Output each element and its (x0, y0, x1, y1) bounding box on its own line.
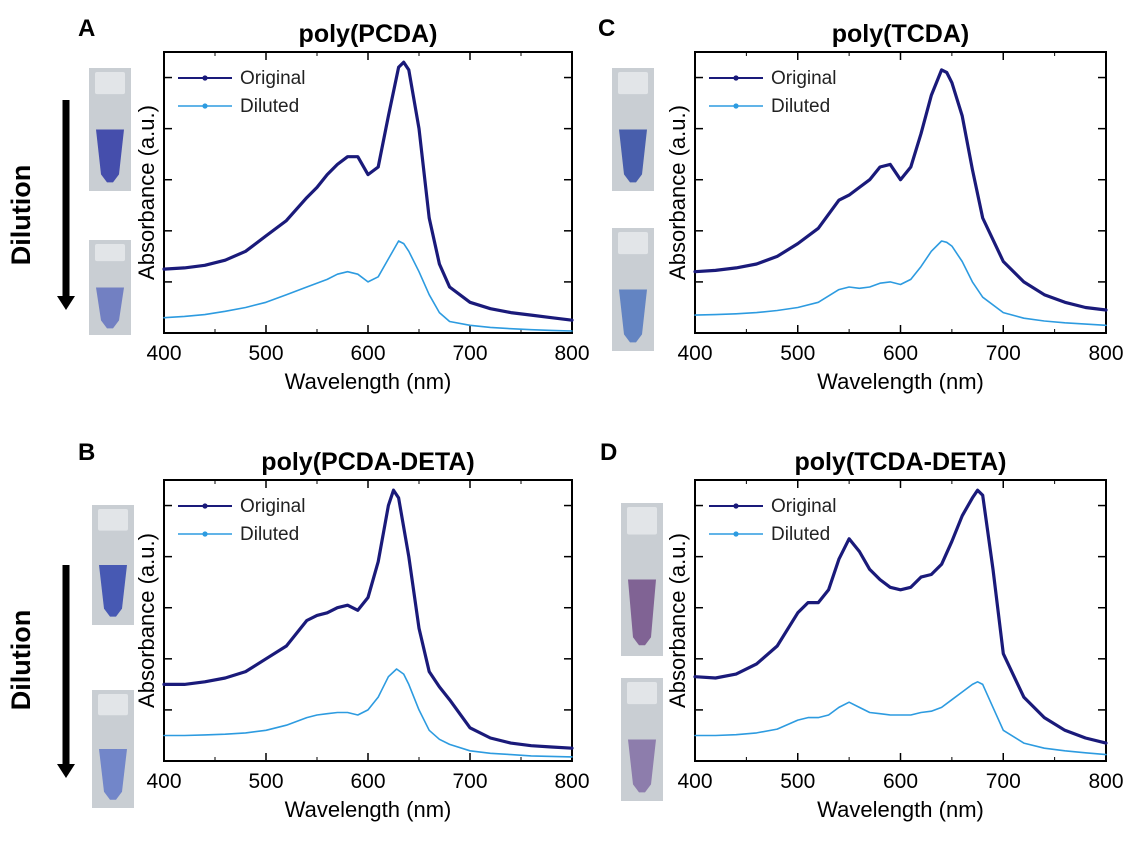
legend-entry: Diluted (771, 524, 830, 545)
vial-cap (98, 694, 128, 716)
vial-liquid (619, 289, 647, 343)
dilution-label: Dilution (6, 165, 36, 265)
x-tick-label: 500 (248, 342, 283, 365)
legend-marker (202, 503, 208, 509)
x-tick-label: 400 (677, 342, 712, 365)
x-axis-label: Wavelength (nm) (285, 797, 452, 822)
x-tick-label: 800 (554, 770, 589, 793)
legend-marker (202, 531, 208, 537)
series-line-diluted (694, 681, 1107, 756)
x-tick-label: 600 (883, 342, 918, 365)
legend-entry: Original (771, 496, 836, 517)
series-line-original (693, 488, 1108, 745)
legend-marker (733, 531, 739, 537)
legend-marker (202, 75, 208, 81)
vial-liquid (99, 749, 127, 800)
chart-title: poly(PCDA) (299, 20, 438, 48)
plot-frame (163, 51, 573, 334)
series-line-diluted (163, 240, 573, 332)
vial-liquid (96, 287, 124, 329)
x-tick-label: 500 (248, 770, 283, 793)
vial-liquid (99, 565, 127, 617)
x-tick-label: 500 (780, 770, 815, 793)
x-tick-label: 400 (146, 342, 181, 365)
vial-cap (98, 509, 128, 531)
legend-marker (733, 103, 739, 109)
series-line-original (693, 68, 1108, 312)
vial-cap (627, 682, 657, 705)
x-tick-label: 500 (780, 342, 815, 365)
x-tick-label: 600 (350, 342, 385, 365)
x-axis-label: Wavelength (nm) (817, 797, 984, 822)
vial-cap (95, 72, 125, 95)
legend-marker (733, 503, 739, 509)
chart-title: poly(TCDA-DETA) (795, 448, 1007, 476)
vial-photo (621, 678, 663, 801)
vial-photo (89, 240, 131, 335)
vial-liquid (628, 739, 656, 793)
chart-title: poly(TCDA) (832, 20, 969, 48)
x-tick-label: 700 (986, 342, 1021, 365)
legend-marker (202, 103, 208, 109)
vial-cap (618, 232, 648, 255)
legend-marker (733, 75, 739, 81)
x-tick-label: 700 (986, 770, 1021, 793)
vial-photo (92, 505, 134, 625)
x-tick-label: 400 (146, 770, 181, 793)
x-tick-label: 800 (1088, 342, 1123, 365)
vial-photo (89, 68, 131, 191)
x-tick-label: 600 (883, 770, 918, 793)
chart-title: poly(PCDA-DETA) (261, 448, 474, 476)
legend-entry: Original (240, 496, 305, 517)
dilution-label: Dilution (6, 610, 36, 710)
vial-photo (621, 503, 663, 656)
vial-liquid (619, 129, 647, 183)
x-tick-label: 800 (554, 342, 589, 365)
series-line-diluted (163, 668, 573, 758)
plot-frame (694, 51, 1107, 334)
vial-liquid (96, 129, 124, 183)
vial-cap (618, 72, 648, 95)
vial-cap (627, 507, 657, 535)
dilution-arrowhead (57, 764, 75, 778)
vial-cap (95, 244, 125, 262)
panel-letter: A (78, 15, 95, 42)
panel-letter: C (598, 15, 615, 42)
x-tick-label: 700 (452, 770, 487, 793)
vial-liquid (628, 579, 656, 646)
x-axis-label: Wavelength (nm) (817, 369, 984, 394)
y-axis-label: Absorbance (a.u.) (134, 533, 159, 708)
legend-entry: Diluted (240, 96, 299, 117)
y-axis-label: Absorbance (a.u.) (134, 105, 159, 280)
series-line-diluted (694, 240, 1107, 327)
panel-letter: B (78, 439, 95, 466)
plot-frame (163, 479, 573, 762)
y-axis-label: Absorbance (a.u.) (665, 533, 690, 708)
vial-photo (612, 228, 654, 351)
x-tick-label: 800 (1088, 770, 1123, 793)
panel-letter: D (600, 439, 617, 466)
legend-entry: Diluted (240, 524, 299, 545)
x-tick-label: 600 (350, 770, 385, 793)
series-line-original (162, 60, 574, 322)
series-line-original (162, 488, 574, 750)
legend-entry: Diluted (771, 96, 830, 117)
vial-photo (92, 690, 134, 808)
legend-entry: Original (771, 68, 836, 89)
x-tick-label: 700 (452, 342, 487, 365)
y-axis-label: Absorbance (a.u.) (665, 105, 690, 280)
legend-entry: Original (240, 68, 305, 89)
x-axis-label: Wavelength (nm) (285, 369, 452, 394)
dilution-arrowhead (57, 296, 75, 310)
vial-photo (612, 68, 654, 191)
x-tick-label: 400 (677, 770, 712, 793)
